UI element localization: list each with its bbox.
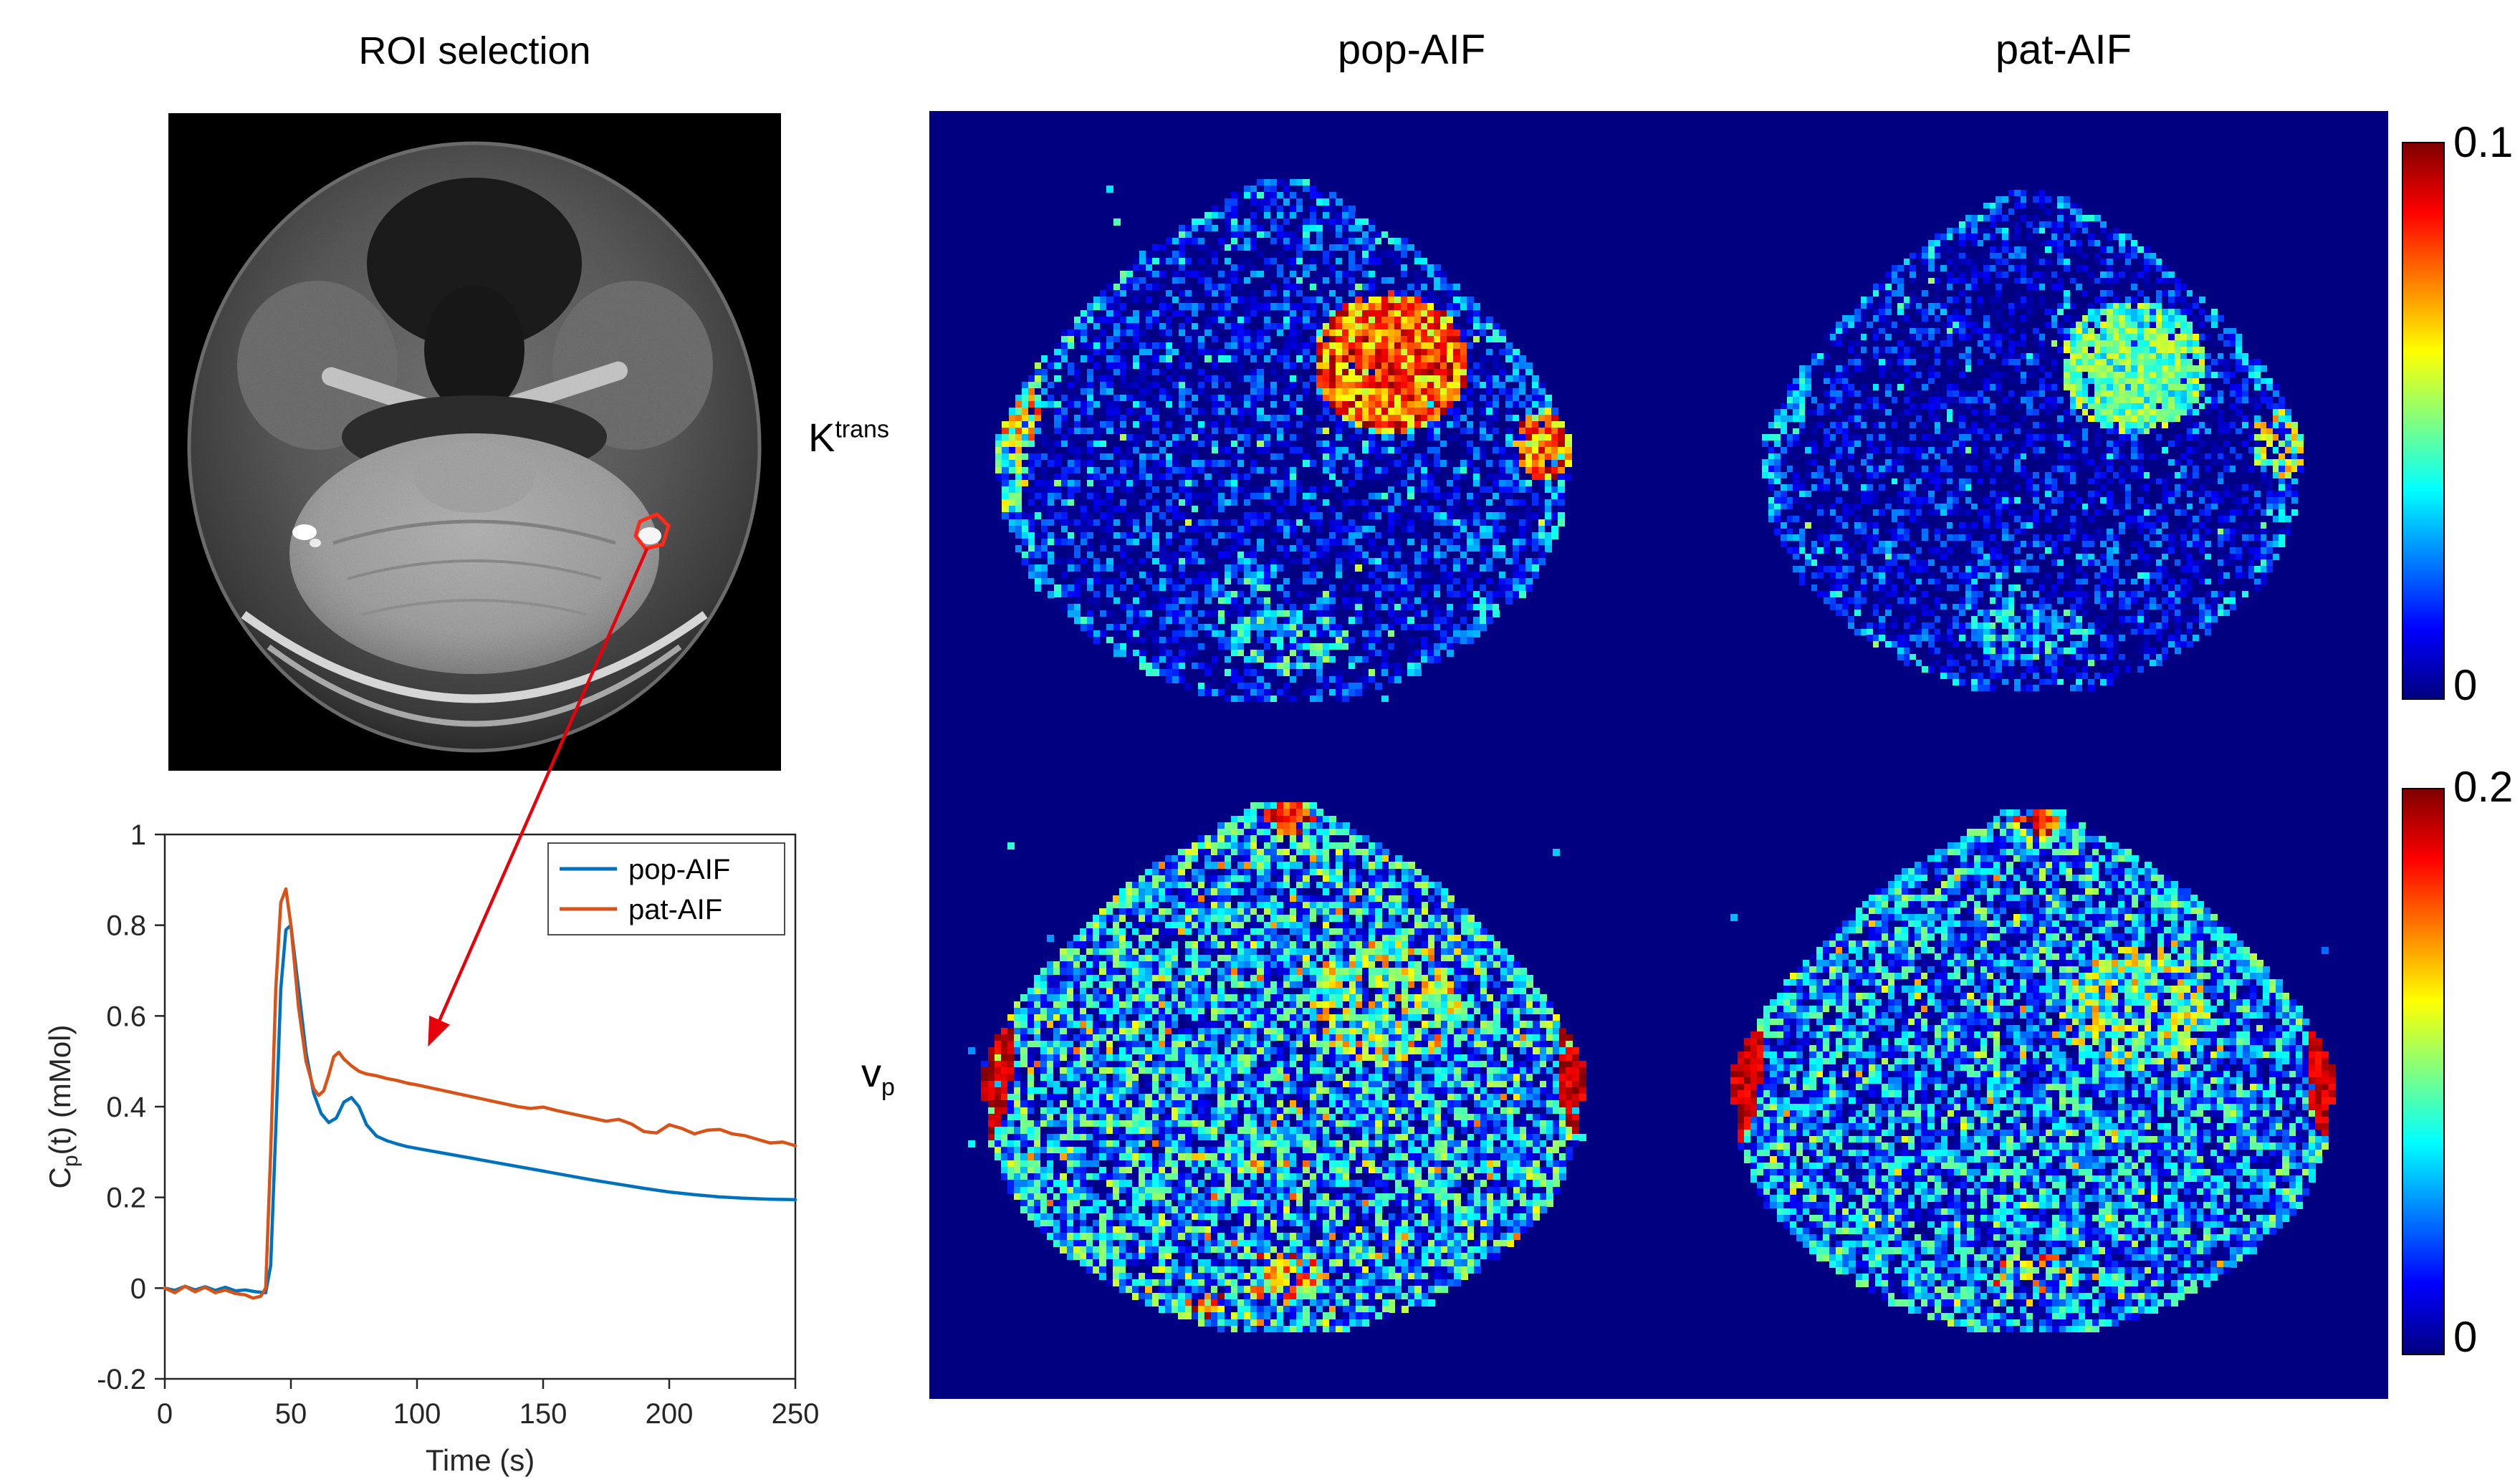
ktrans-colorbar-min-label: 0	[2453, 661, 2478, 709]
y-tick-label: 0.8	[106, 910, 146, 942]
ktrans-superscript: trans	[835, 415, 889, 443]
legend-label-pat-AIF: pat-AIF	[628, 894, 722, 925]
ktrans-pat-aif-map	[1750, 190, 2316, 691]
y-tick-label: 0	[130, 1273, 146, 1304]
mri-axial-slice	[168, 113, 781, 771]
vp-pat-aif-map	[1717, 809, 2348, 1332]
parametric-maps-panel	[929, 111, 2388, 1399]
y-tick-label: 0.2	[106, 1183, 146, 1214]
x-tick-label: 200	[646, 1398, 694, 1430]
y-axis-label: Cp(t) (mMol)	[43, 1025, 82, 1189]
aif-concentration-plot: 0 50 100 150 200 250 -0.2 0 0.2 0.4 0.6 0.8 1 pop-AIF…	[29, 802, 860, 1482]
vp-colorbar-max-label: 0.2	[2453, 763, 2514, 811]
x-axis-label: Time (s)	[426, 1443, 535, 1477]
y-tick-label: 1	[130, 819, 146, 851]
vp-colorbar	[2402, 788, 2445, 1355]
series-pop-AIF	[163, 923, 797, 1294]
y-tick-label: 0.4	[106, 1092, 146, 1123]
roi-outline	[633, 512, 671, 551]
cp-time-plot: 0 50 100 150 200 250 -0.2 0 0.2 0.4 0.6 0.8 1 pop-AIF…	[43, 819, 820, 1477]
ktrans-pop-aif-map	[982, 179, 1584, 702]
x-tick-label: 50	[275, 1398, 307, 1430]
x-tick-label: 0	[157, 1398, 173, 1430]
x-tick-label: 250	[772, 1398, 820, 1430]
ktrans-base: K	[808, 415, 835, 460]
ktrans-colorbar-max-label: 0.1	[2453, 118, 2514, 166]
ktrans-colorbar	[2402, 142, 2445, 700]
pat-aif-column-header: pat-AIF	[1995, 27, 2132, 73]
x-tick-label: 100	[393, 1398, 441, 1430]
ktrans-row-label: Ktrans	[808, 414, 889, 461]
roi-selection-title: ROI selection	[358, 29, 591, 72]
legend-label-pop-AIF: pop-AIF	[628, 854, 730, 885]
series-pat-AIF	[163, 887, 797, 1300]
x-tick-label: 150	[519, 1398, 567, 1430]
vp-row-label: vp	[861, 1049, 895, 1102]
vp-pop-aif-map	[968, 802, 1599, 1332]
vp-colorbar-min-label: 0	[2453, 1313, 2478, 1361]
pop-aif-column-header: pop-AIF	[1337, 27, 1486, 73]
vp-base: v	[861, 1050, 881, 1095]
vp-subscript: p	[881, 1074, 895, 1102]
y-tick-label: -0.2	[97, 1364, 146, 1395]
y-tick-label: 0.6	[106, 1001, 146, 1032]
